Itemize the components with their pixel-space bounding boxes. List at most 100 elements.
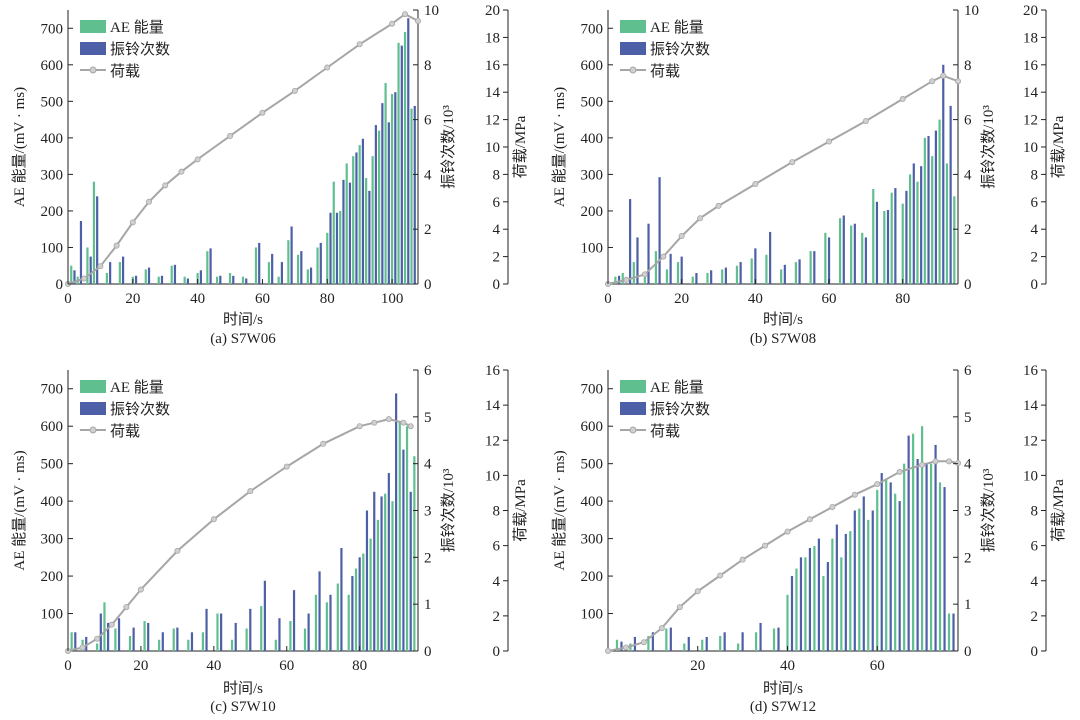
load-point [715,202,722,209]
y-right2-tick-label: 14 [485,398,501,414]
load-point [174,547,181,554]
ringing-count-bar [842,215,845,284]
y-left-tick-label: 200 [41,204,64,220]
y-right2-tick-label: 0 [493,644,501,660]
ae-energy-bar [916,181,919,284]
ringing-count-bar [942,64,945,284]
ae-energy-bar [352,156,355,284]
x-tick-label: 40 [748,291,763,307]
ae-energy-bar [795,568,798,651]
y-right1-tick-label: 4 [964,167,972,183]
ringing-count-bar [952,613,955,651]
ringing-count-bar [245,278,248,284]
legend-label-ring: 振铃次数 [110,401,170,418]
ae-energy-bar [260,606,263,651]
ringing-count-bar [292,590,296,651]
ringing-count-bar [943,487,946,651]
ringing-count-bar [669,253,672,284]
ae-energy-bar [410,108,413,284]
ae-energy-bar [754,632,758,651]
ringing-count-bar [121,256,125,284]
legend-marker-load [89,426,97,434]
load-point [940,72,947,79]
load-point [113,242,120,249]
ringing-count-bar [173,264,177,284]
ringing-count-bar [912,163,915,284]
legend-label-load: 荷载 [650,423,680,440]
legend-swatch-ae [620,380,646,393]
ae-energy-bar [362,553,365,651]
legend-swatch-ae [80,20,106,33]
ringing-count-bar [777,627,780,651]
ae-energy-bar [358,145,361,284]
x-tick-label: 40 [780,658,795,674]
ringing-count-bar [271,253,274,284]
ringing-count-bar [199,270,202,284]
ae-energy-bar [228,273,232,284]
y-left-tick-label: 0 [56,277,64,293]
ringing-count-bar [920,166,923,284]
y-left-tick-label: 400 [581,494,604,510]
y-right2-label: 荷载/MPa [512,115,529,178]
x-tick-label: 80 [320,291,335,307]
ae-energy-bar [772,628,776,651]
load-point [97,263,104,270]
ringing-count-bar [394,92,397,284]
load-point [622,644,629,651]
y-right2-tick-label: 8 [493,504,501,520]
y-left-tick-label: 600 [41,58,64,74]
ae-energy-bar [172,628,175,651]
ae-energy-bar [390,94,394,284]
y-right1-tick-label: 8 [964,58,972,74]
y-left-tick-label: 200 [581,204,604,220]
load-point [784,528,791,535]
ringing-count-bar [74,632,77,651]
load-point [129,219,136,226]
ae-energy-bar [96,643,99,651]
load-point [178,168,185,175]
ae-energy-bar [326,232,329,284]
ringing-count-bar [290,226,293,284]
ae-energy-bar [378,130,381,284]
ringing-count-bar [355,152,358,284]
ringing-count-bar [358,557,361,651]
ringing-count-bar [880,473,883,651]
ae-energy-bar [804,557,807,651]
y-right1-tick-label: 0 [964,277,972,293]
load-point [194,156,201,163]
ringing-count-bar [176,627,179,651]
y-right2-tick-label: 18 [1023,30,1038,46]
ringing-count-bar [934,444,937,651]
ae-energy-bar [839,218,842,284]
load-point [919,461,926,468]
y-right2-tick-label: 0 [1031,644,1039,660]
load-point [227,133,234,140]
ae-energy-bar [144,269,147,284]
ae-energy-bar [158,639,161,651]
legend-swatch-ring [80,42,106,55]
ae-energy-bar [945,163,949,284]
ae-energy-bar [128,636,132,651]
y-right1-label: 振铃次数/10³ [440,105,457,189]
ae-energy-bar [719,636,722,651]
load-point [826,138,833,145]
x-tick-label: 60 [870,658,885,674]
y-left-label: AE 能量/(mV · ms) [551,450,568,570]
legend-label-ae: AE 能量 [650,379,704,396]
y-left-tick-label: 200 [41,569,64,585]
ringing-count-bar [147,267,151,284]
ae-energy-bar [384,493,387,651]
load-point [658,625,665,632]
ringing-count-bar [234,622,237,651]
load-point [739,556,746,563]
load-point [697,215,704,222]
ringing-count-bar [89,256,92,284]
ae-energy-bar [665,628,668,651]
x-tick-label: 60 [255,291,270,307]
y-left-tick-label: 400 [581,131,604,147]
ringing-count-bar [889,482,892,651]
x-tick-label: 20 [674,291,689,307]
ae-energy-bar [861,232,864,284]
